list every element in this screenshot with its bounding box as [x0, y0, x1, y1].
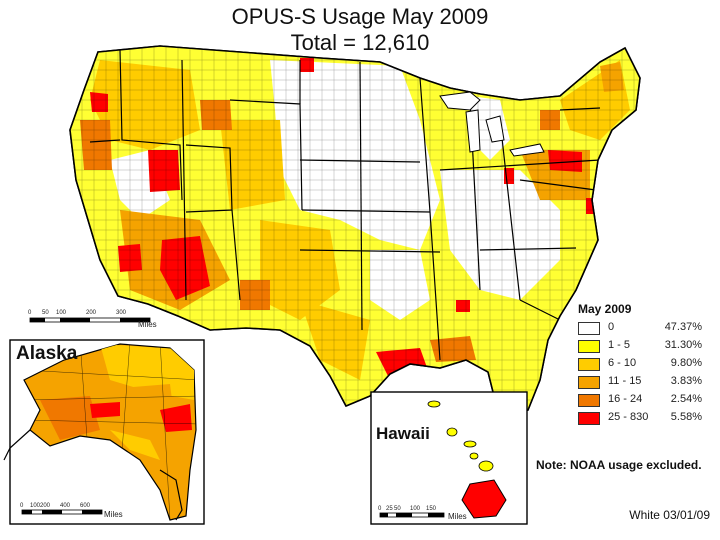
legend-item: 1 - 5 31.30% [578, 338, 706, 356]
alaska-scale-tick: 400 [60, 503, 71, 509]
map-subtitle: Total = 12,610 [290, 30, 430, 55]
contiguous-us [69, 45, 641, 422]
hawaii-scale-unit: Miles [448, 512, 467, 521]
alaska-scale-tick: 0 [20, 503, 24, 509]
alaska-scale-unit: Miles [104, 510, 123, 519]
hawaii-scale-tick: 25 [386, 506, 393, 512]
hawaii-inset [370, 391, 528, 525]
alaska-label: Alaska [16, 343, 78, 364]
hawaii-scale-tick: 150 [426, 506, 437, 512]
main-scale-tick: 50 [42, 310, 49, 316]
main-scale-tick: 100 [56, 310, 67, 316]
legend-range: 25 - 830 [608, 411, 649, 423]
hawaii-scale-tick: 50 [394, 506, 401, 512]
main-scale-tick: 300 [116, 310, 127, 316]
map-title: OPUS-S Usage May 2009 [231, 4, 489, 29]
note: Note: NOAA usage excluded. [536, 458, 702, 472]
legend-percent: 5.58% [670, 411, 702, 423]
legend-percent: 47.37% [664, 321, 702, 333]
alaska-scale-tick: 200 [40, 503, 51, 509]
legend-percent: 3.83% [670, 375, 702, 387]
alaska-scale-tick: 600 [80, 503, 91, 509]
county-fill [70, 46, 640, 420]
legend-item: 16 - 24 2.54% [578, 392, 706, 410]
legend-range: 16 - 24 [608, 393, 643, 405]
alaska-inset [3, 339, 205, 525]
main-scale-tick: 200 [86, 310, 97, 316]
legend-percent: 2.54% [670, 393, 702, 405]
legend-range: 0 [608, 321, 615, 333]
legend-item: 11 - 15 3.83% [578, 374, 706, 392]
legend-swatch [578, 340, 600, 353]
great-lakes [439, 91, 545, 157]
legend-swatch [578, 412, 600, 425]
legend-range: 11 - 15 [608, 375, 642, 387]
hawaii-scale-tick: 100 [410, 506, 421, 512]
main-scale-unit: Miles [138, 320, 157, 329]
hawaii-scale-tick: 0 [378, 506, 382, 512]
legend-item: 6 - 10 9.80% [578, 356, 706, 374]
legend-percent: 9.80% [670, 357, 702, 369]
hawaii-label: Hawaii [376, 424, 430, 443]
legend-title: May 2009 [578, 302, 632, 316]
legend-swatch [578, 376, 600, 389]
legend-item: 0 47.37% [578, 320, 706, 338]
credit: White 03/01/09 [629, 508, 710, 522]
legend-item: 25 - 830 5.58% [578, 410, 706, 428]
main-scale-tick: 0 [28, 310, 32, 316]
legend-swatch [578, 394, 600, 407]
legend-swatch [578, 358, 600, 371]
legend-range: 1 - 5 [608, 339, 631, 351]
legend-range: 6 - 10 [608, 357, 637, 369]
alaska-scale-tick: 100 [30, 503, 41, 509]
legend-swatch [578, 322, 600, 335]
legend-percent: 31.30% [664, 339, 702, 351]
main-scale-bar [29, 317, 151, 323]
